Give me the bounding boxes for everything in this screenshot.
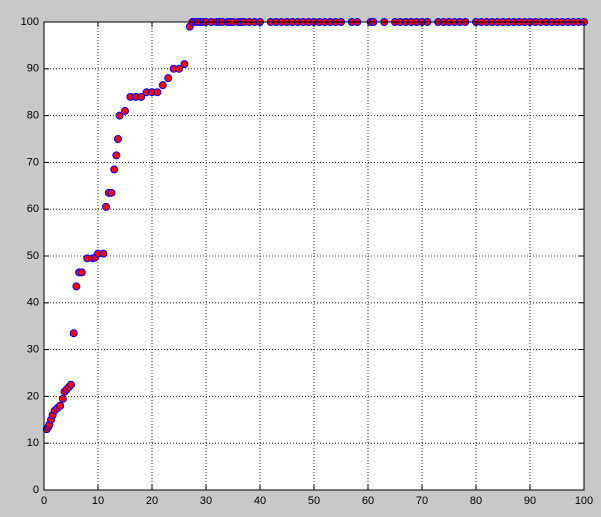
y-tick-label: 70 bbox=[27, 156, 39, 168]
x-tick-label: 10 bbox=[92, 495, 104, 507]
point bbox=[164, 74, 173, 83]
point bbox=[121, 106, 129, 115]
x-tick-label: 80 bbox=[470, 495, 482, 507]
point bbox=[102, 202, 111, 211]
y-tick-label: 20 bbox=[27, 390, 39, 402]
y-tick-label: 40 bbox=[27, 297, 39, 309]
point bbox=[110, 165, 119, 174]
point bbox=[99, 249, 108, 258]
point bbox=[115, 111, 124, 120]
point bbox=[77, 268, 86, 277]
y-tick-label: 90 bbox=[27, 63, 39, 75]
point bbox=[175, 64, 183, 73]
point bbox=[69, 329, 78, 338]
x-tick-label: 30 bbox=[200, 495, 212, 507]
point bbox=[112, 151, 121, 160]
point bbox=[180, 60, 189, 69]
point bbox=[137, 92, 146, 101]
y-tick-label: 50 bbox=[27, 250, 39, 262]
point bbox=[158, 81, 167, 90]
x-tick-label: 0 bbox=[41, 495, 47, 507]
y-tick-label: 100 bbox=[21, 16, 39, 28]
point bbox=[67, 380, 75, 389]
x-tick-label: 70 bbox=[416, 495, 428, 507]
point bbox=[58, 394, 67, 403]
x-tick-label: 20 bbox=[146, 495, 158, 507]
y-tick-label: 0 bbox=[33, 484, 39, 496]
y-tick-label: 80 bbox=[27, 110, 39, 122]
point bbox=[72, 282, 81, 291]
x-tick-label: 90 bbox=[524, 495, 536, 507]
point bbox=[56, 401, 65, 410]
x-tick-label: 40 bbox=[254, 495, 266, 507]
y-tick-label: 30 bbox=[27, 344, 39, 356]
x-tick-label: 60 bbox=[362, 495, 374, 507]
point bbox=[153, 88, 162, 97]
x-tick-label: 50 bbox=[308, 495, 320, 507]
point bbox=[113, 135, 122, 143]
point bbox=[107, 188, 116, 197]
y-tick-label: 60 bbox=[27, 203, 39, 215]
x-tick-label: 100 bbox=[575, 495, 593, 507]
y-tick-label: 10 bbox=[27, 437, 39, 449]
